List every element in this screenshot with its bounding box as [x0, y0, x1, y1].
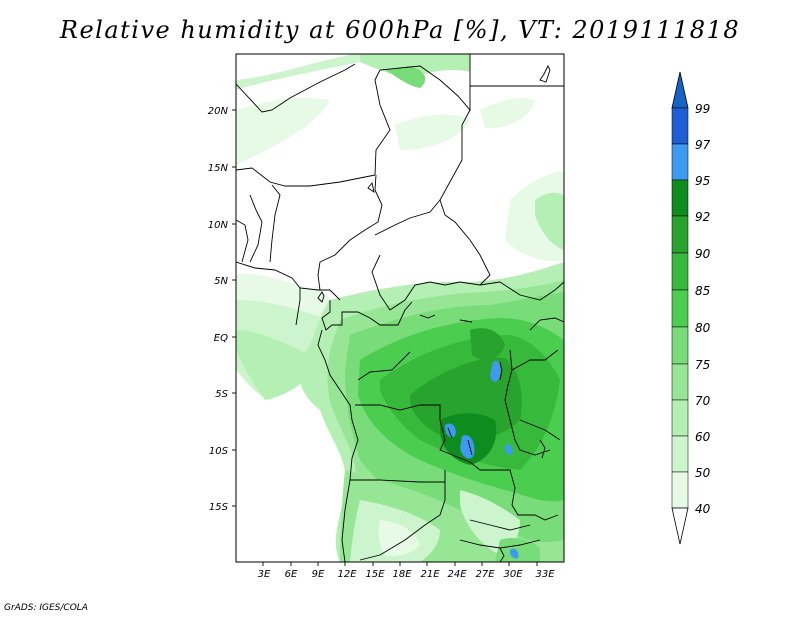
colorbar-bottom-arrow	[671, 507, 689, 545]
lon-tick-label: 33E	[535, 569, 555, 580]
colorbar-bin-75	[671, 363, 689, 401]
lon-tick-label: 21E	[420, 569, 440, 580]
lon-tick-label: 12E	[337, 569, 357, 580]
colorbar-label: 80	[695, 321, 711, 335]
colorbar-bin-92	[671, 215, 689, 254]
colorbar-label: 40	[695, 502, 711, 516]
colorbar-bin-50	[671, 471, 689, 509]
lat-tick-label: EQ	[214, 333, 228, 344]
lat-tick-label: 5N	[214, 276, 228, 287]
colorbar-label: 50	[695, 466, 711, 480]
lat-tick-label: 10N	[208, 220, 229, 231]
lon-tick-labels: 3E 6E 9E 12E 15E 18E 21E 24E 27E 30E 33E	[258, 569, 556, 580]
footer-credit: GrADS: IGES/COLA	[4, 603, 88, 613]
lat-tick-label: 20N	[208, 106, 229, 117]
colorbar-label: 60	[695, 430, 711, 444]
colorbar-label: 99	[695, 102, 710, 116]
chart-title: Relative humidity at 600hPa [%], VT: 201…	[59, 16, 741, 44]
lon-tick-label: 3E	[258, 569, 271, 580]
lat-tick-label: 10S	[209, 446, 229, 457]
colorbar-label: 90	[695, 247, 711, 261]
colorbar-bin-60	[671, 435, 689, 473]
humidity-field	[236, 54, 564, 562]
colorbar-bin-95	[671, 179, 689, 217]
colorbar-bin-85	[671, 289, 689, 328]
lat-tick-label: 15N	[208, 163, 229, 174]
lon-tick-label: 24E	[447, 569, 467, 580]
colorbar-bin-99	[671, 107, 689, 145]
colorbar-label: 85	[695, 284, 710, 298]
lon-tick-label: 6E	[285, 569, 298, 580]
colorbar-label: 97	[695, 138, 711, 152]
colorbar-bin-90	[671, 252, 689, 291]
lon-tick-label: 30E	[503, 569, 523, 580]
lat-tick-label: 15S	[209, 502, 229, 513]
lon-tick-label: 18E	[392, 569, 412, 580]
lat-tick-label: 5S	[215, 389, 228, 400]
tick-marks	[232, 109, 538, 566]
colorbar-label: 75	[695, 358, 710, 372]
colorbar-top-arrow	[671, 71, 689, 109]
lon-tick-label: 15E	[365, 569, 385, 580]
lon-tick-label: 9E	[312, 569, 325, 580]
colorbar-bin-97	[671, 143, 689, 181]
colorbar-label: 95	[695, 174, 710, 188]
lat-tick-labels: 20N 15N 10N 5N EQ 5S 10S 15S	[208, 106, 229, 513]
colorbar-bin-70	[671, 399, 689, 437]
colorbar-label: 70	[695, 394, 711, 408]
colorbar-label: 92	[695, 210, 710, 224]
colorbar-bin-80	[671, 326, 689, 365]
colorbar: 99 97 95 92 90 85 80 75 70 60 50 40	[671, 71, 711, 545]
lon-tick-label: 27E	[475, 569, 495, 580]
country-borders	[236, 54, 564, 562]
